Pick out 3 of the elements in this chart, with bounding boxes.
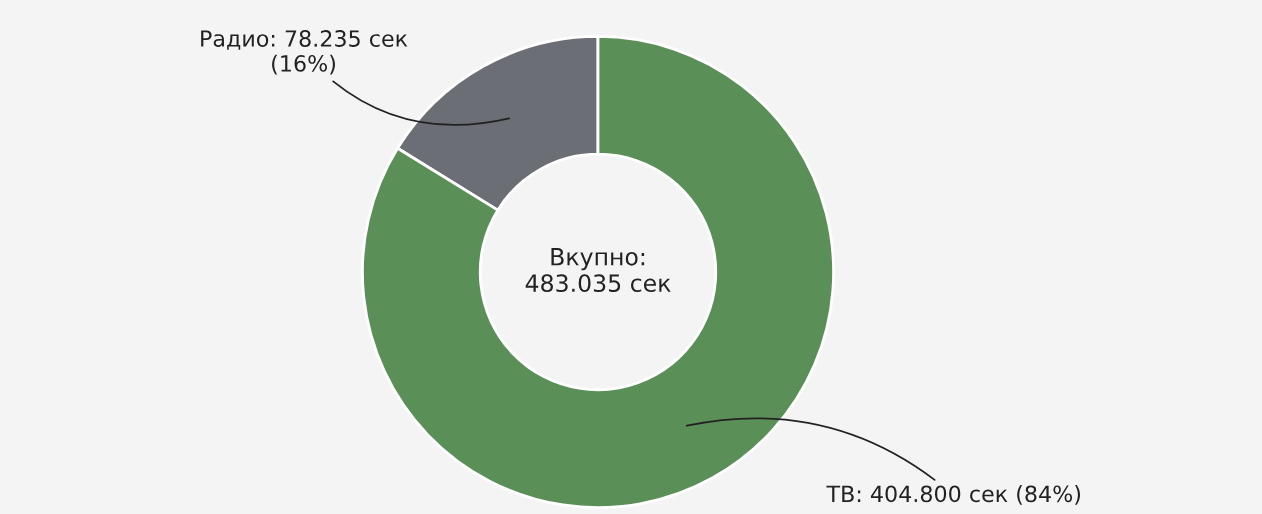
text: Вкупно: 483.035 сек: [525, 248, 671, 293]
slice-label: Радио: 78.235 сек (16%): [201, 30, 408, 75]
slice-label: ТВ: 404.800 сек (84%): [826, 485, 1081, 505]
